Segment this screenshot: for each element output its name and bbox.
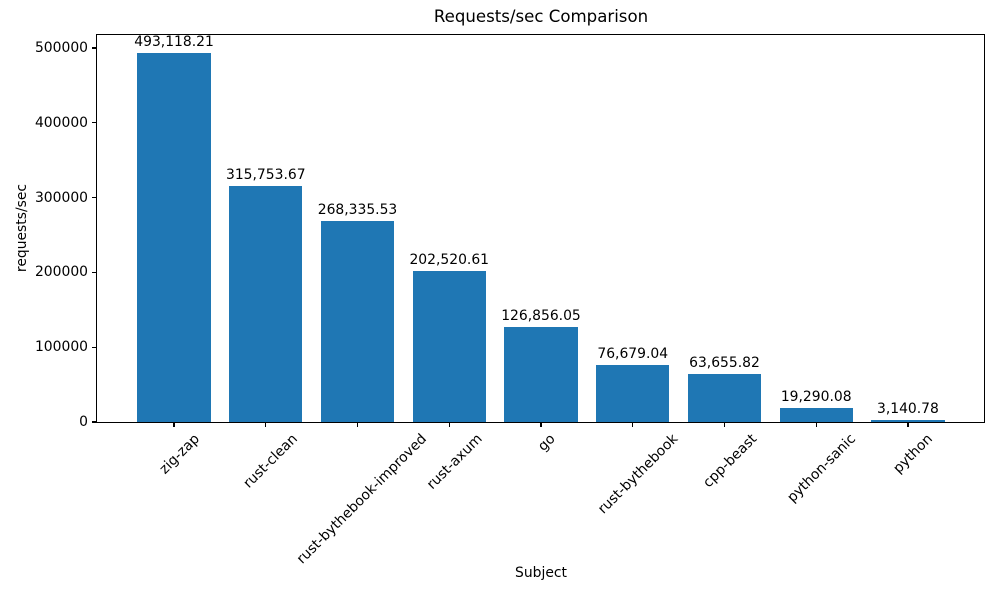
x-tick-label: rust-bythebook bbox=[594, 431, 682, 518]
bar bbox=[504, 327, 578, 422]
bar bbox=[779, 407, 853, 422]
x-tick-mark bbox=[632, 422, 634, 427]
x-tick-mark bbox=[815, 422, 817, 427]
y-tick-label: 500000 bbox=[34, 40, 88, 56]
y-tick-mark bbox=[92, 346, 97, 348]
bar bbox=[871, 419, 945, 422]
bar bbox=[137, 53, 211, 422]
x-axis-label: Subject bbox=[515, 565, 567, 581]
x-tick-label: rust-clean bbox=[240, 431, 302, 492]
chart-title: Requests/sec Comparison bbox=[433, 7, 649, 26]
x-tick-label: python-sanic bbox=[783, 431, 859, 506]
x-tick-mark bbox=[907, 422, 909, 427]
x-tick-mark bbox=[265, 422, 267, 427]
bar-value-label: 63,655.82 bbox=[689, 355, 760, 372]
bar-value-label: 202,520.61 bbox=[409, 251, 490, 268]
bar-value-label: 3,140.78 bbox=[877, 400, 939, 417]
x-tick-mark bbox=[448, 422, 450, 427]
x-tick-label: rust-axum bbox=[423, 431, 486, 493]
bar-value-label: 76,679.04 bbox=[597, 345, 669, 362]
bar bbox=[412, 270, 486, 422]
y-tick-label: 0 bbox=[79, 414, 88, 430]
y-tick-mark bbox=[92, 271, 97, 273]
y-tick-mark bbox=[92, 122, 97, 124]
x-tick-mark bbox=[356, 422, 359, 427]
x-tick-mark bbox=[723, 422, 726, 427]
y-tick-mark bbox=[92, 421, 97, 423]
y-tick-mark bbox=[92, 47, 97, 49]
x-tick-mark bbox=[173, 422, 175, 427]
bar-value-label: 493,118.21 bbox=[134, 34, 214, 51]
bar bbox=[596, 364, 670, 422]
bar bbox=[687, 374, 762, 422]
bar bbox=[320, 221, 395, 422]
bar bbox=[229, 185, 303, 422]
y-tick-label: 400000 bbox=[34, 114, 88, 131]
bar-value-label: 315,753.67 bbox=[226, 166, 306, 183]
y-tick-label: 300000 bbox=[34, 189, 88, 206]
bar-value-label: 268,335.53 bbox=[317, 202, 398, 219]
x-tick-label: cpp-beast bbox=[699, 431, 760, 491]
y-tick-label: 100000 bbox=[34, 339, 88, 356]
x-tick-mark bbox=[540, 422, 542, 427]
x-tick-label: rust-bythebook-improved bbox=[294, 431, 431, 568]
x-tick-label: python bbox=[890, 431, 936, 477]
bar-value-label: 126,856.05 bbox=[501, 308, 581, 325]
x-tick-label: zig-zap bbox=[156, 431, 203, 478]
x-tick-label: go bbox=[535, 431, 559, 455]
bar-value-label: 19,290.08 bbox=[780, 388, 852, 405]
y-tick-label: 200000 bbox=[34, 264, 88, 281]
y-tick-mark bbox=[92, 197, 97, 199]
